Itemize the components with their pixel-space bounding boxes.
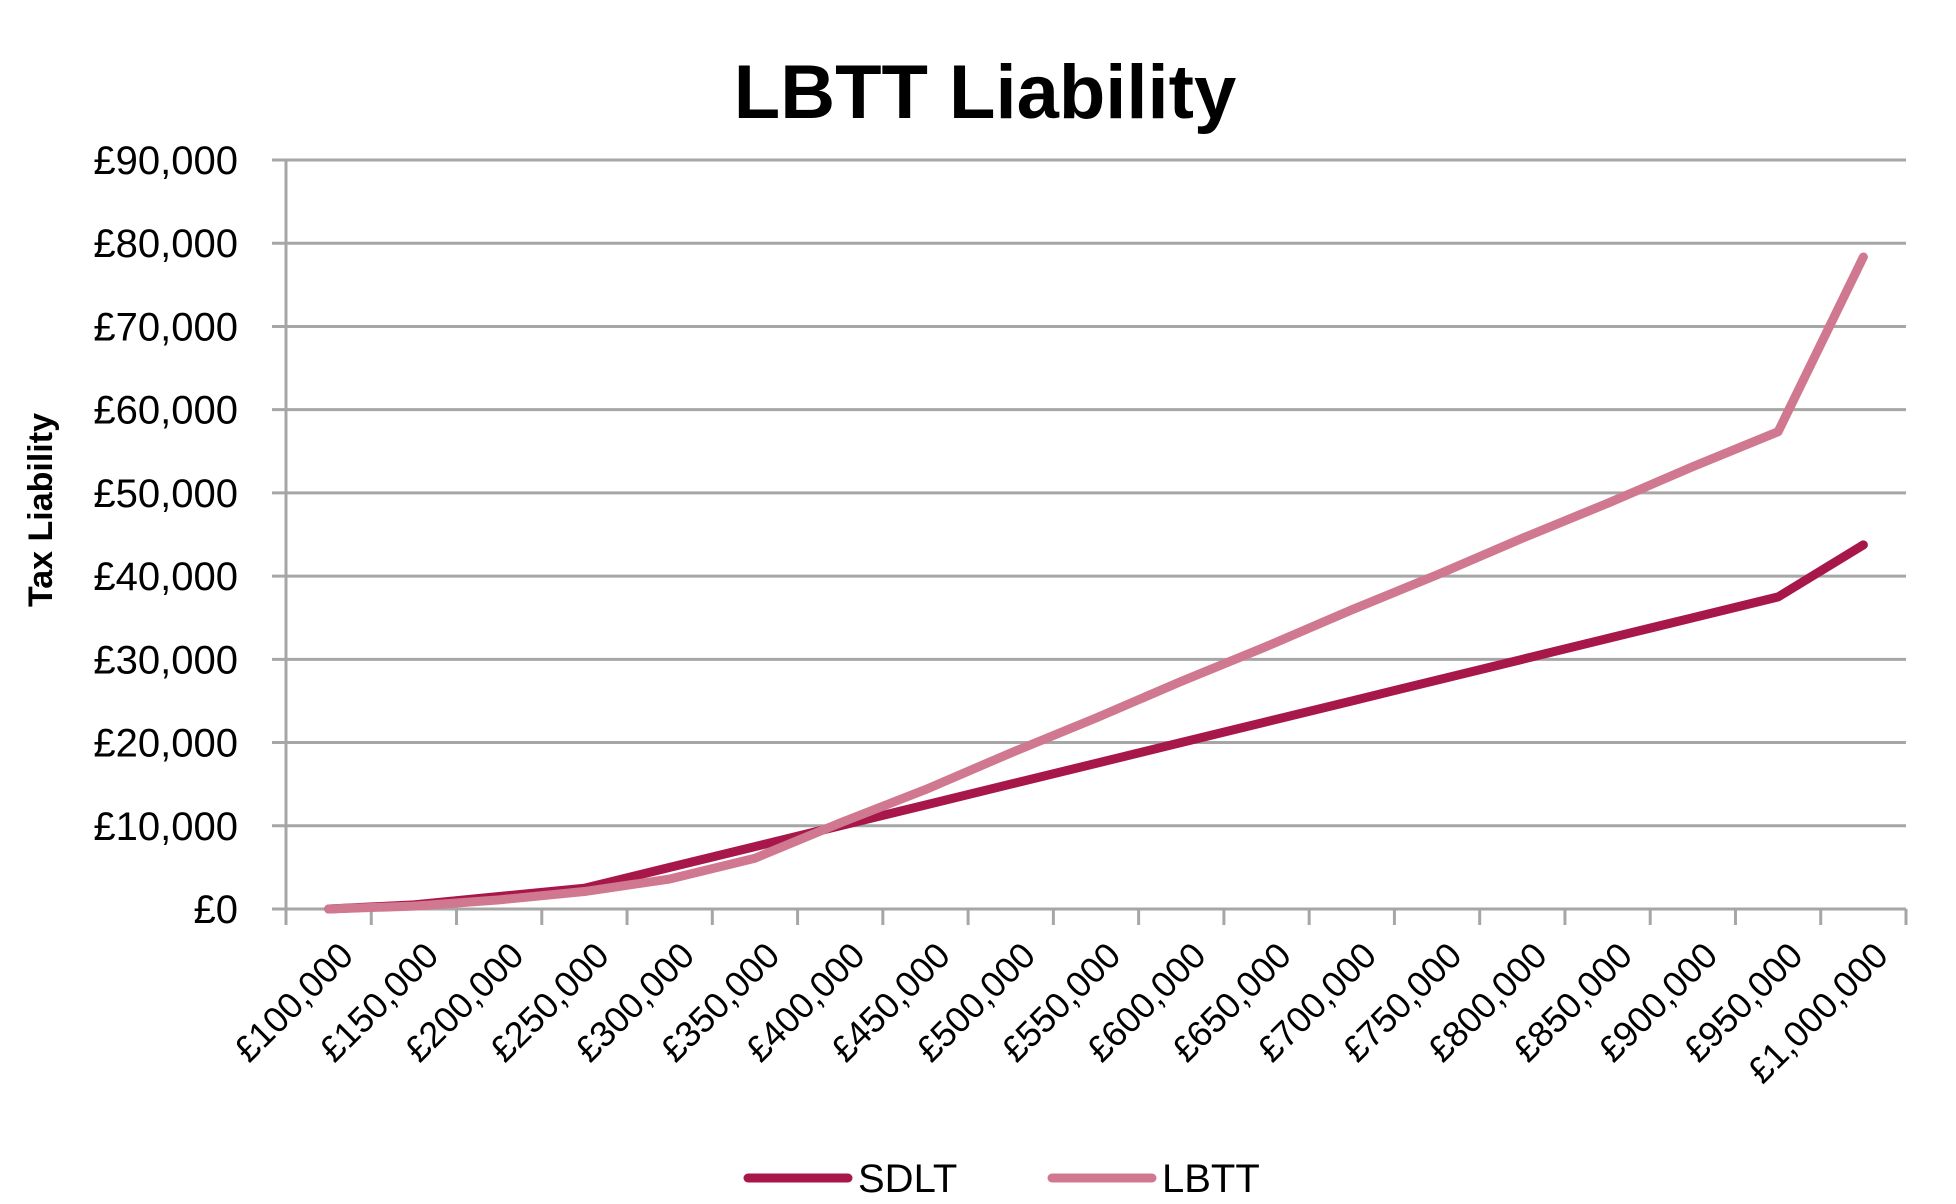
y-tick-label: £90,000 (93, 139, 238, 183)
y-tick-label: £80,000 (93, 222, 238, 266)
y-tick-label: £20,000 (93, 722, 238, 766)
y-tick-label: £50,000 (93, 472, 238, 516)
gridlines (272, 158, 1908, 925)
y-tick-label: £60,000 (93, 389, 238, 433)
y-tick-labels: £0 £10,000 £20,000 £30,000 £40,000 £50,000 £60… (93, 139, 238, 932)
legend: SDLT LBTT (743, 1157, 1260, 1201)
series-lines (324, 252, 1868, 914)
y-axis-label: Tax Liability (22, 413, 60, 607)
y-tick-label: £30,000 (93, 638, 238, 682)
legend-label-sdlt: SDLT (858, 1157, 957, 1201)
y-tick-label: £10,000 (93, 805, 238, 849)
y-tick-label: £70,000 (93, 305, 238, 349)
chart-title: LBTT Liability (734, 50, 1236, 135)
y-tick-label: £0 (194, 888, 239, 932)
legend-label-lbtt: LBTT (1162, 1157, 1260, 1201)
y-tick-label: £40,000 (93, 555, 238, 599)
series-line-lbtt (324, 252, 1868, 914)
series-line-sdlt (324, 540, 1868, 914)
x-tick-labels: £100,000£150,000£200,000£250,000£300,000… (226, 934, 1896, 1090)
